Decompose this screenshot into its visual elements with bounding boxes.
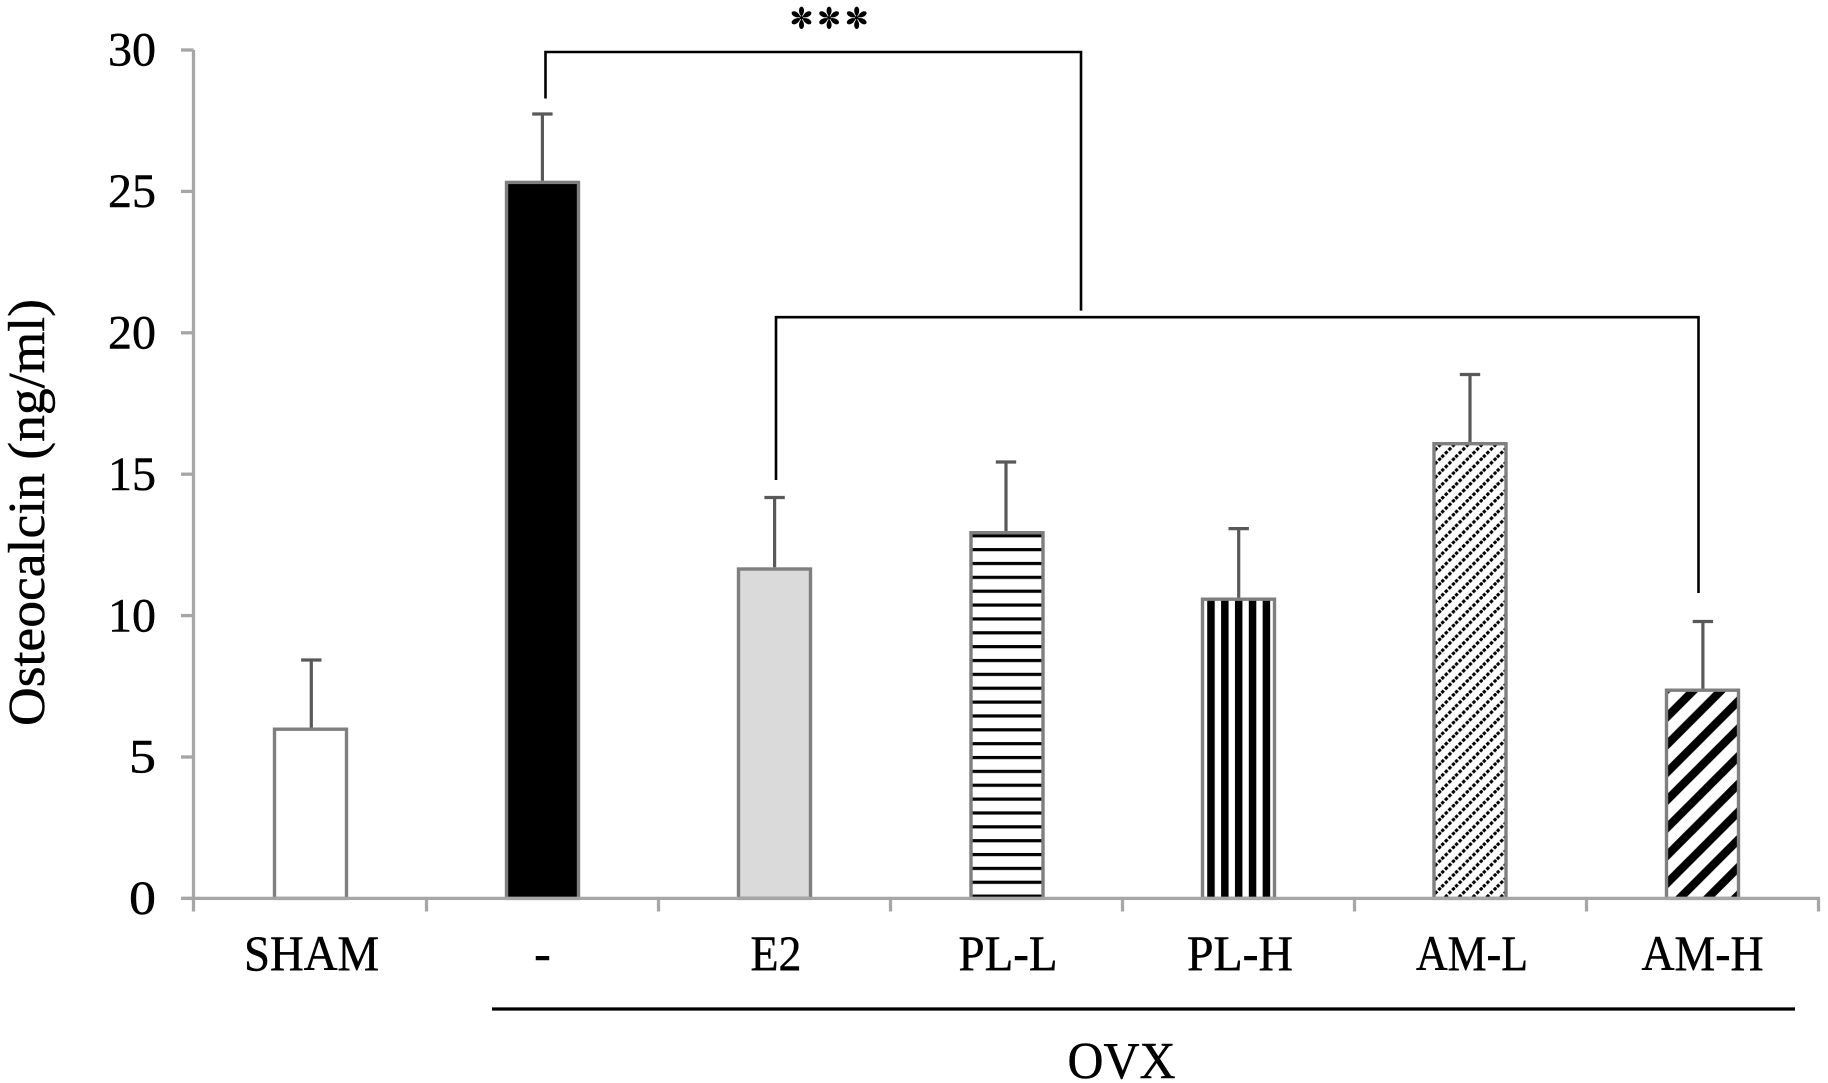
svg-text:10: 10: [108, 589, 156, 642]
svg-text:30: 30: [108, 24, 156, 77]
svg-text:AM-L: AM-L: [1416, 925, 1528, 981]
svg-text:15: 15: [108, 448, 156, 501]
svg-text:25: 25: [108, 165, 156, 218]
svg-text:PL-L: PL-L: [959, 925, 1058, 981]
svg-text:0: 0: [129, 872, 156, 925]
svg-text:SHAM: SHAM: [244, 925, 379, 981]
svg-text:E2: E2: [751, 925, 802, 981]
svg-text:PL-H: PL-H: [1187, 925, 1293, 981]
svg-text:Osteocalcin (ng/ml): Osteocalcin (ng/ml): [0, 299, 56, 726]
svg-text:-: -: [534, 925, 551, 981]
svg-text:OVX: OVX: [1068, 1033, 1176, 1083]
svg-text:AM-H: AM-H: [1642, 925, 1764, 981]
svg-text:20: 20: [108, 307, 156, 360]
svg-text:5: 5: [129, 731, 156, 784]
